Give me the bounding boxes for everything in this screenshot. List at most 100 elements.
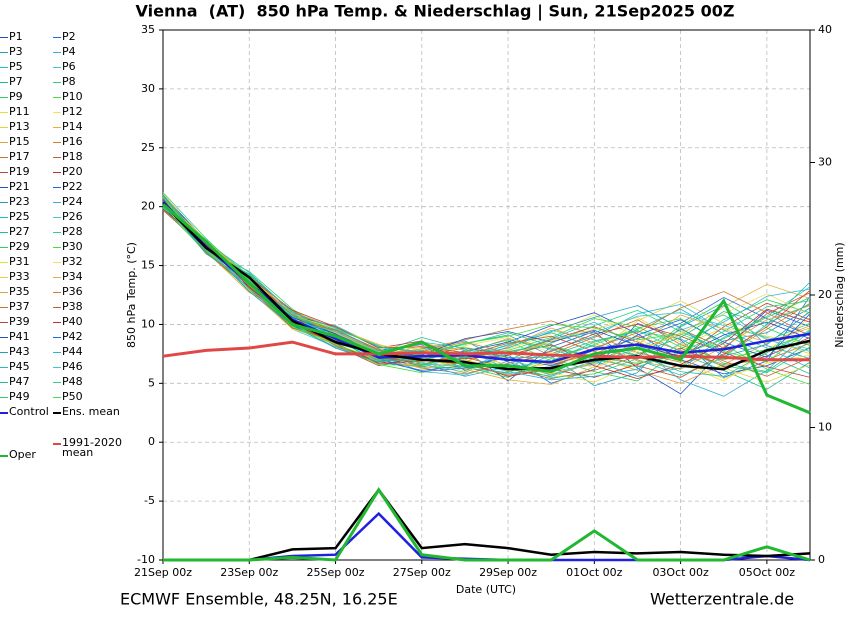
legend-label: P39 — [9, 315, 30, 328]
legend-item: P39 — [0, 315, 69, 328]
legend-item: P16 — [53, 135, 122, 148]
legend-label: P38 — [62, 300, 83, 313]
legend-swatch — [0, 262, 8, 263]
legend-item: P12 — [53, 106, 122, 117]
legend-item: P29 — [0, 241, 69, 252]
legend-label: P6 — [62, 60, 76, 73]
chart-title: Vienna (AT) 850 hPa Temp. & Niederschlag… — [136, 2, 735, 22]
legend-label: P21 — [9, 180, 30, 193]
legend-item: P40 — [53, 316, 122, 327]
legend-label: P8 — [62, 75, 76, 88]
legend-swatch — [0, 292, 8, 293]
legend-swatch — [53, 127, 61, 128]
legend-swatch — [0, 412, 8, 414]
legend-swatch — [0, 247, 8, 248]
legend-item: P9 — [0, 91, 69, 102]
legend-label: P25 — [9, 210, 30, 223]
legend-label: P34 — [62, 270, 83, 283]
legend-swatch — [53, 367, 61, 368]
legend-item: P18 — [53, 151, 122, 162]
legend-label: P1 — [9, 30, 23, 43]
legend-swatch — [0, 142, 8, 143]
legend-item: P36 — [53, 285, 122, 298]
legend-swatch — [0, 397, 8, 398]
legend-label: P49 — [9, 390, 30, 403]
legend-label: P20 — [62, 165, 83, 178]
x-tick-label: 05Oct 00z — [739, 566, 796, 579]
legend-label: P36 — [62, 285, 83, 298]
legend-item: P6 — [53, 60, 122, 73]
legend-swatch — [53, 172, 61, 173]
y-tick-label: 35 — [141, 23, 155, 36]
legend-item: P34 — [53, 270, 122, 283]
series-line — [162, 201, 811, 364]
y2-tick-label: 30 — [818, 156, 832, 169]
x-axis-label: Date (UTC) — [456, 583, 516, 596]
legend-swatch — [53, 277, 61, 278]
legend-label: P26 — [62, 210, 83, 223]
legend-label: Ens. mean — [62, 405, 120, 418]
legend-swatch — [0, 337, 8, 338]
y-tick-label: 0 — [148, 435, 155, 448]
legend-label: P46 — [62, 360, 83, 373]
legend-swatch — [0, 232, 8, 233]
legend-label: P24 — [62, 195, 83, 208]
legend-label: P16 — [62, 135, 83, 148]
y-tick-label: 25 — [141, 141, 155, 154]
precip-line — [163, 487, 811, 562]
series-line — [162, 200, 811, 382]
legend-label: P47 — [9, 375, 30, 388]
legend-swatch — [0, 352, 8, 353]
legend-swatch — [0, 217, 8, 218]
footer-right: Wetterzentrale.de — [650, 590, 794, 609]
y-tick-label: 20 — [141, 200, 155, 213]
legend-item: P21 — [0, 180, 69, 193]
legend-item: P47 — [0, 375, 69, 388]
series-line — [162, 201, 811, 377]
y2-tick-label: 0 — [818, 553, 825, 566]
legend-swatch — [0, 37, 8, 38]
legend-item: P35 — [0, 286, 69, 297]
legend-swatch — [53, 397, 61, 398]
legend-item: P4 — [53, 45, 122, 58]
legend-item: P49 — [0, 390, 69, 403]
legend-label: P41 — [9, 330, 30, 343]
legend-swatch — [0, 187, 8, 188]
legend-item: P14 — [53, 121, 122, 132]
legend-swatch — [53, 412, 61, 414]
legend-swatch — [0, 127, 8, 128]
legend-item: P46 — [53, 360, 122, 373]
legend-item: P5 — [0, 61, 69, 72]
legend-label: P4 — [62, 45, 76, 58]
legend-label: P10 — [62, 90, 83, 103]
legend-item: P3 — [0, 46, 69, 57]
legend-item: P37 — [0, 301, 69, 312]
legend-item: P23 — [0, 196, 69, 207]
legend-swatch — [53, 352, 61, 353]
legend-label: P17 — [9, 150, 30, 163]
legend-label: P42 — [62, 330, 83, 343]
legend-swatch — [0, 307, 8, 308]
legend-label: P7 — [9, 75, 23, 88]
x-tick-label: 27Sep 00z — [393, 566, 451, 579]
legend-swatch — [0, 202, 8, 203]
legend-label: P11 — [9, 105, 30, 118]
x-tick-label: 03Oct 00z — [652, 566, 709, 579]
x-tick-label: 21Sep 00z — [134, 566, 192, 579]
legend-swatch — [53, 97, 61, 98]
legend-item: P20 — [53, 165, 122, 178]
y-tick-label: -10 — [137, 553, 155, 566]
legend-item: Oper — [0, 449, 69, 460]
legend-swatch — [53, 382, 61, 383]
legend-item: 1991-2020 mean — [53, 437, 122, 458]
legend-swatch — [0, 97, 8, 98]
y-tick-label: 5 — [148, 376, 155, 389]
x-tick-label: 25Sep 00z — [307, 566, 365, 579]
legend-label: P48 — [62, 375, 83, 388]
legend-label: P45 — [9, 360, 30, 373]
legend-swatch — [53, 202, 61, 203]
legend-swatch — [53, 187, 61, 188]
legend-label: P50 — [62, 390, 83, 403]
series-line — [162, 209, 811, 380]
y2-axis-label: Niederschlag (mm) — [833, 242, 846, 347]
